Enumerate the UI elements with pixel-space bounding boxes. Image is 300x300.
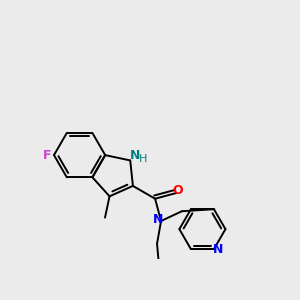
Text: N: N: [153, 213, 163, 226]
Text: N: N: [130, 149, 140, 162]
Text: N: N: [213, 243, 223, 256]
Text: H: H: [139, 154, 147, 164]
Text: F: F: [43, 148, 52, 162]
Text: O: O: [172, 184, 183, 197]
